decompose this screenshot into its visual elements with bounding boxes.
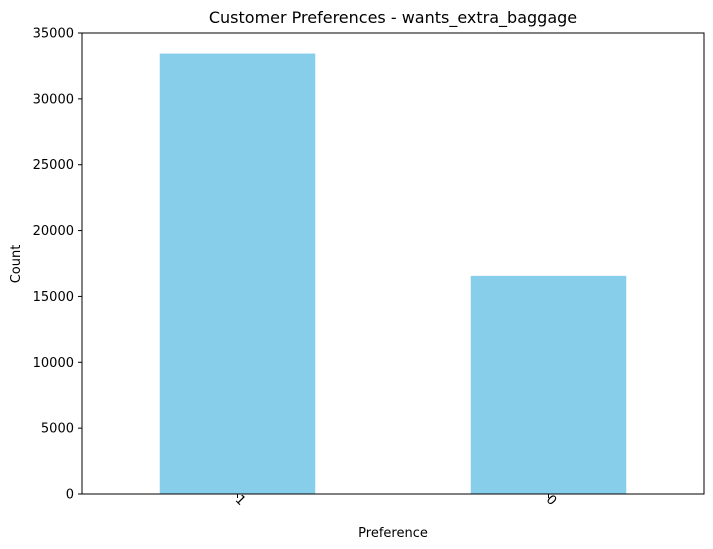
x-axis-label: Preference [358,526,428,541]
plot-frame [81,32,705,495]
y-tick-label-15000: 15000 [33,290,74,305]
bar-1 [159,53,316,494]
x-tick-label-1: 1 [232,492,248,508]
bar-0 [470,275,627,494]
y-tick-label-10000: 10000 [33,356,74,371]
x-tick-label-0: 0 [543,492,559,508]
y-tick-label-5000: 5000 [41,422,74,437]
y-tick-label-25000: 25000 [33,158,74,173]
y-axis-label: Count [9,245,24,284]
chart-title: Customer Preferences - wants_extra_bagga… [209,8,577,28]
y-tick-label-30000: 30000 [33,92,74,107]
y-tick-label-35000: 35000 [33,27,74,42]
y-tick-label-20000: 20000 [33,224,74,239]
y-axis: 0 5000 10000 15000 20000 25000 30000 35000 [33,27,82,503]
y-tick-label-0: 0 [66,488,74,503]
plot-area [159,53,627,494]
